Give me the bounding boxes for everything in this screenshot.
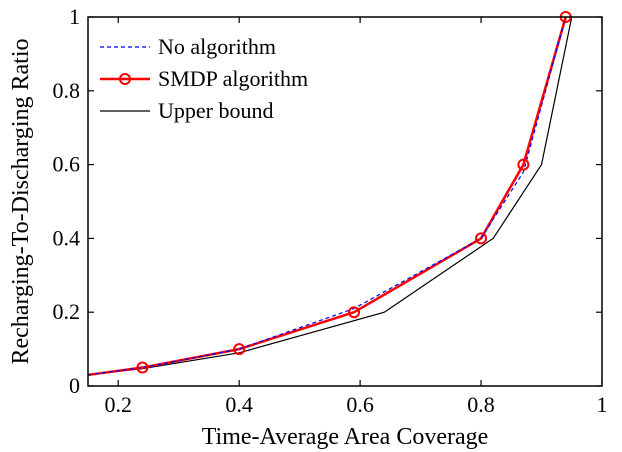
y-tick-label: 0.2: [53, 299, 81, 324]
y-tick-label: 0: [69, 373, 80, 398]
x-tick-label: 0.8: [467, 392, 495, 417]
y-tick-labels: 0 0.2 0.4 0.6 0.8 1: [53, 4, 81, 398]
y-tick-label: 0.4: [53, 225, 81, 250]
x-tick-label: 1: [597, 392, 608, 417]
y-tick-label: 0.6: [53, 152, 81, 177]
series-line-smdp-algorithm: [87, 16, 567, 377]
data-point-marker: [348, 306, 361, 319]
y-tick-label: 0.8: [53, 78, 81, 103]
legend: No algorithm SMDP algorithm Upper bound: [100, 34, 308, 123]
data-point-marker: [233, 343, 246, 356]
legend-label: Upper bound: [158, 98, 273, 123]
y-axis-label: Recharging-To-Discharging Ratio: [8, 38, 34, 364]
legend-label: SMDP algorithm: [158, 66, 308, 91]
data-point-marker: [517, 158, 530, 171]
legend-label: No algorithm: [158, 34, 276, 59]
data-point-marker: [475, 232, 488, 245]
x-tick-label: 0.6: [346, 392, 374, 417]
series-lines: [87, 16, 573, 377]
data-point-marker: [136, 361, 149, 374]
plot-frame: [87, 16, 603, 387]
series-line-no-algorithm: [87, 16, 567, 376]
x-tick-label: 0.2: [104, 392, 132, 417]
legend-marker-sample: [119, 73, 131, 85]
x-tick-labels: 0.2 0.4 0.6 0.8 1: [104, 392, 607, 417]
series-markers: [136, 11, 572, 374]
x-tick-label: 0.4: [225, 392, 253, 417]
y-tick-label: 1: [69, 4, 80, 29]
x-axis-label: Time-Average Area Coverage: [202, 424, 489, 450]
